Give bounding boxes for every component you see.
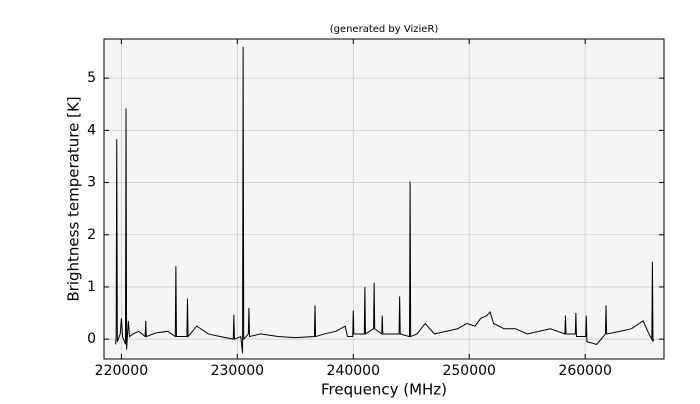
x-tick-label: 260000 <box>558 363 611 379</box>
x-axis-label: Frequency (MHz) <box>321 381 447 399</box>
chart-title: (generated by VizieR) <box>330 24 439 35</box>
y-tick-label: 3 <box>87 175 96 191</box>
y-tick-label: 5 <box>87 70 96 86</box>
x-tick-label: 230000 <box>211 363 264 379</box>
x-tick-label: 220000 <box>95 363 148 379</box>
y-axis-label: Brightness temperature [K] <box>65 96 83 301</box>
y-tick-label: 0 <box>87 331 96 347</box>
plot-area <box>104 39 664 359</box>
y-tick-label: 2 <box>87 227 96 243</box>
x-tick-label: 240000 <box>327 363 380 379</box>
spectrum-line <box>115 46 655 354</box>
y-tick-label: 4 <box>87 122 96 138</box>
y-tick-label: 1 <box>87 279 96 295</box>
plot-frame <box>103 38 665 360</box>
x-tick-label: 250000 <box>442 363 495 379</box>
